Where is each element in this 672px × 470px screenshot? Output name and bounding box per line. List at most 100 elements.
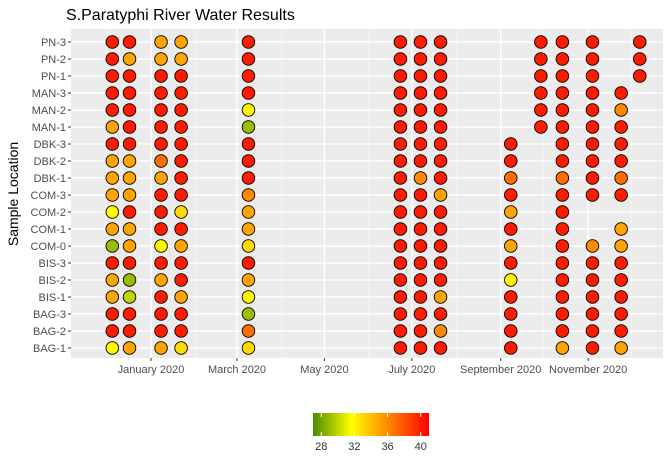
data-point [433, 103, 448, 117]
data-point [534, 86, 548, 100]
data-point [174, 273, 188, 287]
x-tick-label: May 2020 [300, 364, 348, 376]
y-tick-label: BAG-2 [33, 326, 66, 338]
data-point [555, 222, 570, 236]
data-point [154, 307, 168, 321]
colorbar-label: 28 [315, 441, 327, 453]
data-point [105, 171, 120, 185]
data-point [174, 222, 188, 236]
data-point [174, 307, 188, 321]
x-tick-label: March 2020 [208, 364, 266, 376]
data-point [433, 290, 448, 304]
data-point [433, 239, 448, 253]
data-point [122, 86, 137, 100]
data-point [393, 86, 408, 100]
data-point [105, 256, 120, 270]
data-point [122, 256, 137, 270]
data-point [393, 222, 408, 236]
data-point [433, 341, 448, 355]
data-point [504, 273, 518, 287]
data-point [393, 273, 408, 287]
data-point [504, 290, 518, 304]
data-point [122, 341, 137, 355]
data-point [393, 307, 408, 321]
y-tick-label: BIS-3 [38, 258, 66, 270]
data-point [413, 154, 428, 168]
data-point [433, 120, 448, 134]
data-point [504, 205, 518, 219]
y-tick-label: COM-0 [31, 241, 66, 253]
data-point [241, 256, 256, 270]
data-point [241, 120, 256, 134]
data-point [154, 52, 168, 66]
colorbar-label: 32 [348, 441, 360, 453]
data-point [241, 52, 256, 66]
data-point [154, 103, 168, 117]
data-point [241, 273, 256, 287]
data-point [393, 35, 408, 49]
data-point [122, 307, 137, 321]
y-tick-label: BAG-1 [33, 343, 66, 355]
data-point [614, 307, 628, 321]
data-point [413, 290, 428, 304]
data-point [174, 120, 188, 134]
data-point [241, 86, 256, 100]
data-point [585, 120, 600, 134]
data-point [393, 239, 408, 253]
data-point [433, 307, 448, 321]
data-point [154, 239, 168, 253]
data-point [504, 307, 518, 321]
data-point [154, 171, 168, 185]
data-point [555, 120, 570, 134]
data-point [105, 103, 120, 117]
data-point [105, 341, 120, 355]
data-point [633, 52, 647, 66]
data-point [614, 86, 628, 100]
data-point [534, 120, 548, 134]
color-legend: 28 32 36 40 [313, 413, 429, 453]
data-point [122, 205, 137, 219]
data-point [174, 103, 188, 117]
data-point [555, 86, 570, 100]
data-point [174, 154, 188, 168]
data-point [105, 239, 120, 253]
data-point [105, 35, 120, 49]
data-point [614, 290, 628, 304]
data-point [122, 103, 137, 117]
data-point [105, 324, 120, 338]
data-point [413, 188, 428, 202]
data-point [433, 137, 448, 151]
y-tick-label: COM-1 [31, 224, 66, 236]
data-point [614, 154, 628, 168]
data-point [433, 205, 448, 219]
data-point [433, 273, 448, 287]
data-point [241, 154, 256, 168]
data-point [393, 341, 408, 355]
data-point [105, 222, 120, 236]
data-point [105, 205, 120, 219]
data-point [174, 205, 188, 219]
data-point [122, 171, 137, 185]
data-point [393, 69, 408, 83]
y-tick-label: DBK-1 [34, 173, 66, 185]
data-point [174, 239, 188, 253]
data-point [105, 137, 120, 151]
data-point [413, 239, 428, 253]
data-point [105, 154, 120, 168]
data-point [105, 307, 120, 321]
data-point [174, 35, 188, 49]
data-point [122, 154, 137, 168]
y-tick-label: PN-2 [41, 54, 66, 66]
data-point [174, 171, 188, 185]
data-point [413, 120, 428, 134]
data-point [174, 137, 188, 151]
data-point [122, 188, 137, 202]
y-tick-label: COM-3 [31, 190, 66, 202]
data-point [241, 171, 256, 185]
colorbar-label: 36 [381, 441, 393, 453]
data-point [555, 171, 570, 185]
data-point [555, 205, 570, 219]
data-point [433, 35, 448, 49]
data-point [122, 69, 137, 83]
data-point [241, 290, 256, 304]
